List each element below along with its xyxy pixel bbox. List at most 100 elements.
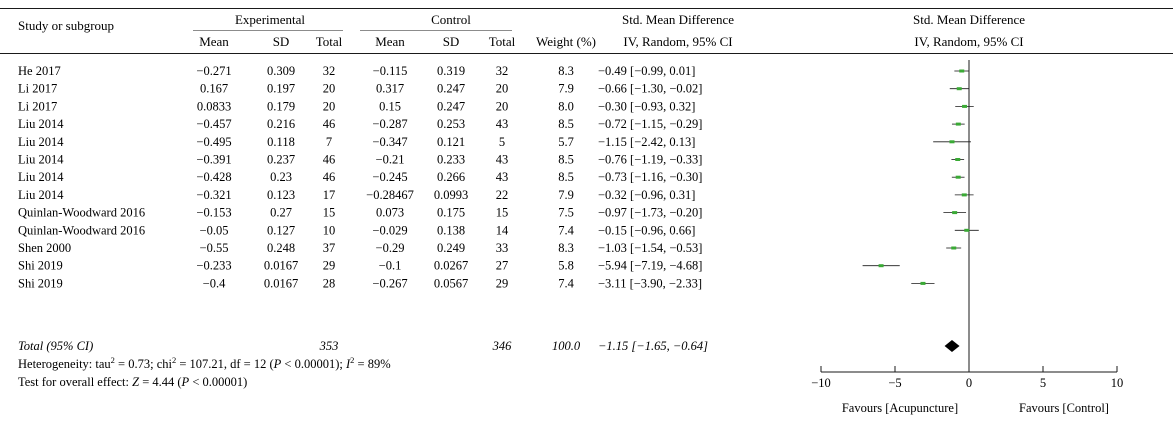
control-mean: −0.245 [372, 170, 407, 184]
experimental-sd: 0.237 [267, 153, 295, 167]
experimental-mean: −0.4 [203, 276, 226, 290]
weight-value: 7.9 [558, 82, 574, 96]
study-name: Liu 2014 [18, 135, 64, 149]
study-name: Shi 2019 [18, 276, 63, 290]
control-total: 5 [499, 135, 505, 149]
smd-ci: −0.73 [−1.16, −0.30] [598, 170, 702, 184]
experimental-sd: 0.118 [267, 135, 295, 149]
experimental-sd: 0.0167 [264, 259, 298, 273]
study-name: Li 2017 [18, 82, 57, 96]
study-name: Liu 2014 [18, 153, 64, 167]
weight-value: 8.0 [558, 99, 574, 113]
control-sd: 0.0993 [434, 188, 468, 202]
smd-ci: −0.30 [−0.93, 0.32] [598, 99, 695, 113]
experimental-sd: 0.216 [267, 117, 295, 131]
experimental-sd: 0.123 [267, 188, 295, 202]
control-total: 27 [496, 259, 509, 273]
experimental-total: 46 [323, 170, 336, 184]
header-plot-title: Std. Mean Difference [913, 12, 1025, 27]
point-estimate-square [949, 140, 955, 144]
smd-ci: −1.15 [−2.42, 0.13] [598, 135, 695, 149]
point-estimate-square [878, 264, 884, 268]
control-sd: 0.233 [437, 153, 465, 167]
smd-ci: −0.15 [−0.96, 0.66] [598, 223, 695, 237]
experimental-sd: 0.0167 [264, 276, 298, 290]
header-c-mean: Mean [375, 34, 405, 49]
header-plot-method: IV, Random, 95% CI [914, 34, 1023, 49]
axis-tick-label: 5 [1040, 376, 1046, 390]
header-control: Control [431, 12, 471, 27]
point-estimate-square [955, 158, 961, 161]
axis-tick-label: −5 [888, 376, 901, 390]
study-name: He 2017 [18, 64, 61, 78]
smd-ci: −0.66 [−1.30, −0.02] [598, 82, 702, 96]
weight-value: 8.3 [558, 241, 574, 255]
axis-tick-label: −10 [811, 376, 831, 390]
experimental-mean: −0.321 [196, 188, 231, 202]
header-c-sd: SD [443, 34, 460, 49]
point-estimate-square [955, 175, 961, 179]
weight-value: 8.3 [558, 64, 574, 78]
experimental-total: 46 [323, 117, 336, 131]
header-e-total: Total [316, 34, 343, 49]
experimental-mean: −0.457 [196, 117, 231, 131]
smd-ci: −0.49 [−0.99, 0.01] [598, 64, 695, 78]
total-weight: 100.0 [552, 339, 581, 353]
control-mean: 0.073 [376, 206, 404, 220]
weight-value: 7.9 [558, 188, 574, 202]
point-estimate-square [952, 211, 958, 215]
experimental-total: 7 [326, 135, 332, 149]
experimental-total: 46 [323, 153, 336, 167]
heterogeneity-text: Heterogeneity: tau2 = 0.73; chi2 = 107.2… [18, 355, 391, 371]
header-smd-title: Std. Mean Difference [622, 12, 734, 27]
study-name: Li 2017 [18, 99, 57, 113]
experimental-sd: 0.27 [270, 206, 292, 220]
control-total: 43 [496, 153, 509, 167]
experimental-total: 29 [323, 259, 336, 273]
overall-effect-text: Test for overall effect: Z = 4.44 (P < 0… [18, 375, 247, 389]
control-mean: −0.347 [372, 135, 407, 149]
control-sd: 0.319 [437, 64, 465, 78]
experimental-sd: 0.127 [267, 223, 295, 237]
experimental-sd: 0.309 [267, 64, 295, 78]
experimental-mean: −0.495 [196, 135, 231, 149]
experimental-sd: 0.197 [267, 82, 295, 96]
experimental-mean: −0.153 [196, 206, 231, 220]
control-total: 43 [496, 170, 509, 184]
control-mean: 0.317 [376, 82, 404, 96]
control-total: 14 [496, 223, 509, 237]
weight-value: 5.8 [558, 259, 574, 273]
point-estimate-square [956, 87, 962, 91]
experimental-total: 37 [323, 241, 336, 255]
control-mean: −0.28467 [366, 188, 414, 202]
study-name: Shen 2000 [18, 241, 71, 255]
point-estimate-square [962, 104, 968, 108]
control-sd: 0.247 [437, 99, 465, 113]
smd-ci: −3.11 [−3.90, −2.33] [598, 276, 702, 290]
point-estimate-square [959, 69, 965, 73]
smd-ci: −1.03 [−1.54, −0.53] [598, 241, 702, 255]
control-sd: 0.0567 [434, 276, 468, 290]
experimental-mean: −0.55 [200, 241, 229, 255]
point-estimate-square [955, 122, 961, 126]
smd-ci: −0.32 [−0.96, 0.31] [598, 188, 695, 202]
point-estimate-square [920, 281, 926, 285]
point-estimate-square [961, 193, 967, 197]
weight-value: 8.5 [558, 170, 574, 184]
study-name: Liu 2014 [18, 170, 64, 184]
weight-value: 5.7 [558, 135, 574, 149]
experimental-mean: −0.233 [196, 259, 231, 273]
control-sd: 0.175 [437, 206, 465, 220]
favours-left-label: Favours [Acupuncture] [842, 401, 958, 415]
experimental-total: 32 [323, 64, 336, 78]
experimental-mean: −0.05 [200, 223, 229, 237]
experimental-total: 15 [323, 206, 336, 220]
experimental-total: 10 [323, 223, 336, 237]
control-mean: −0.29 [376, 241, 405, 255]
study-name: Liu 2014 [18, 117, 64, 131]
control-sd: 0.121 [437, 135, 465, 149]
control-total: 32 [496, 64, 509, 78]
header-experimental: Experimental [235, 12, 305, 27]
pooled-diamond [944, 340, 960, 352]
